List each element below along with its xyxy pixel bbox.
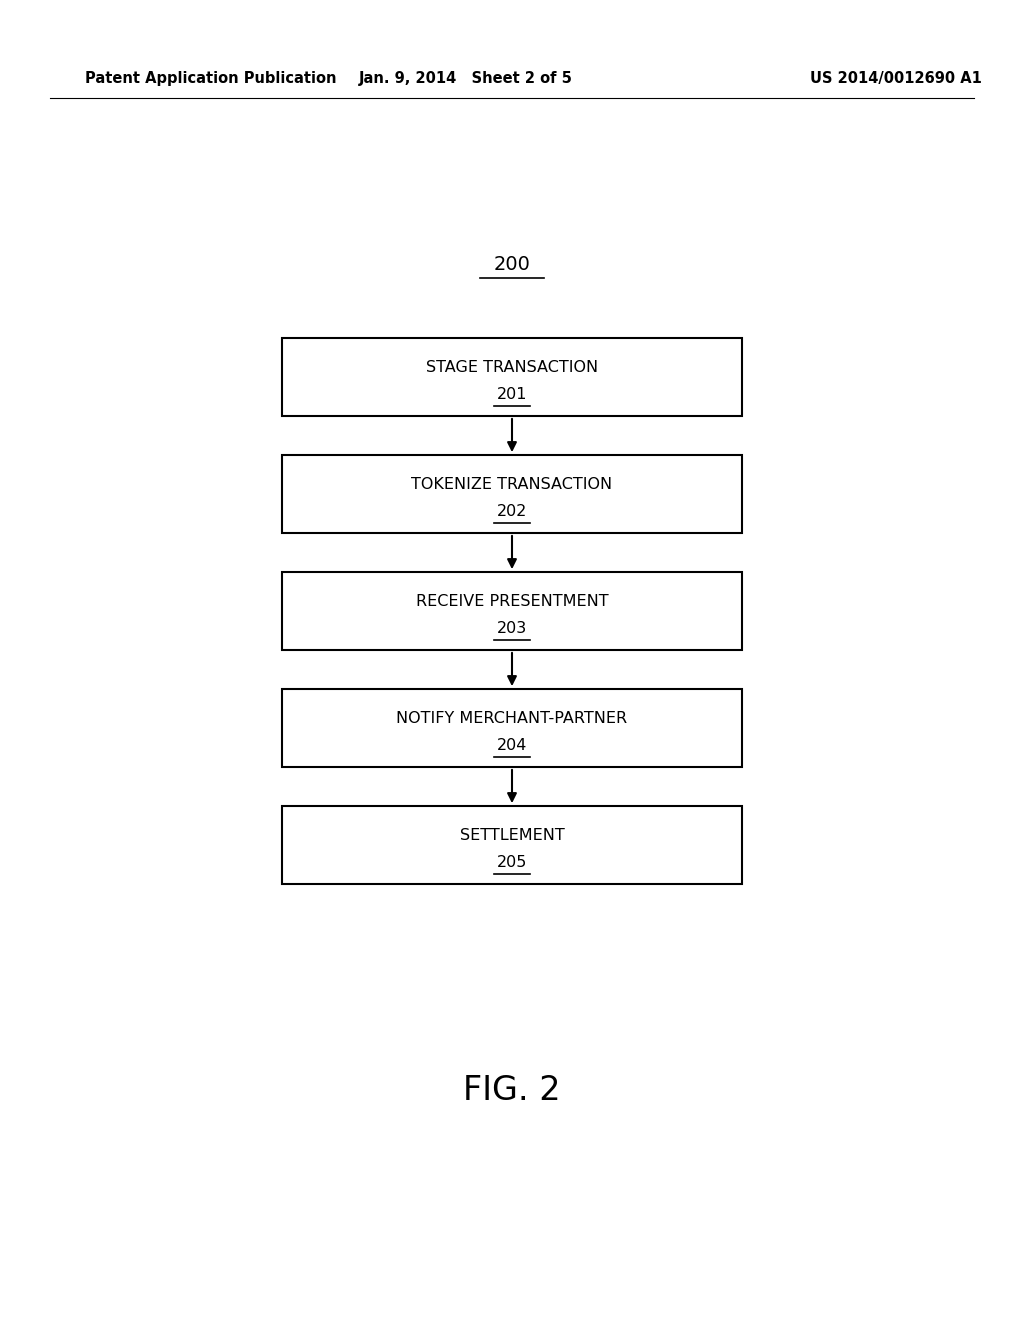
Text: NOTIFY MERCHANT-PARTNER: NOTIFY MERCHANT-PARTNER	[396, 711, 628, 726]
Text: FIG. 2: FIG. 2	[463, 1073, 561, 1106]
Bar	[282, 455, 742, 533]
Text: 205: 205	[497, 854, 527, 870]
Text: 204: 204	[497, 738, 527, 752]
Text: 203: 203	[497, 620, 527, 636]
Text: RECEIVE PRESENTMENT: RECEIVE PRESENTMENT	[416, 594, 608, 609]
Text: 202: 202	[497, 504, 527, 519]
Text: Jan. 9, 2014   Sheet 2 of 5: Jan. 9, 2014 Sheet 2 of 5	[359, 70, 572, 86]
Text: SETTLEMENT: SETTLEMENT	[460, 828, 564, 843]
Bar	[282, 338, 742, 416]
Bar	[282, 689, 742, 767]
Text: TOKENIZE TRANSACTION: TOKENIZE TRANSACTION	[412, 477, 612, 492]
Text: US 2014/0012690 A1: US 2014/0012690 A1	[810, 70, 982, 86]
Text: Patent Application Publication: Patent Application Publication	[85, 70, 337, 86]
Text: STAGE TRANSACTION: STAGE TRANSACTION	[426, 360, 598, 375]
Bar	[282, 807, 742, 884]
Text: 201: 201	[497, 387, 527, 401]
Bar	[282, 572, 742, 649]
Text: 200: 200	[494, 256, 530, 275]
